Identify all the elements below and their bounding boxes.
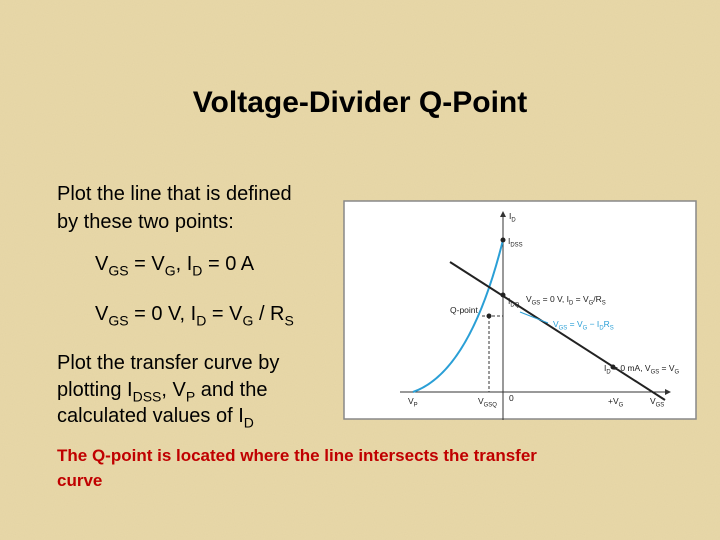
text-run: /R — [593, 294, 602, 304]
text-run: = V — [573, 294, 589, 304]
subscript: GSQ — [484, 402, 498, 408]
subscript: G — [589, 300, 594, 306]
diagram-label: ID = 0 mA, VGS = VG — [604, 363, 680, 375]
subscript: DSS — [510, 242, 522, 248]
subscript: S — [285, 313, 294, 329]
text-run: Plot the transfer curve by — [57, 352, 279, 374]
subscript: DQ — [510, 302, 519, 308]
subscript: D — [599, 325, 603, 331]
text-run: I — [508, 296, 510, 306]
text-run: V — [478, 396, 484, 406]
subscript: G — [165, 263, 176, 279]
text-run: V — [526, 294, 532, 304]
load-line — [449, 261, 666, 401]
text-run: = 0 mA, V — [611, 363, 651, 373]
leader — [519, 311, 549, 324]
body-text: plotting IDSS, VP and the — [57, 379, 268, 405]
text-run: calculated values of I — [57, 405, 244, 427]
text-run: = 0 A — [202, 253, 254, 275]
text-run: = V — [129, 253, 166, 275]
text-run: Plot the line that is defined — [57, 183, 292, 205]
diagram-label: IDQ — [508, 296, 520, 308]
text-run: I — [509, 211, 511, 221]
vg-rs-point — [500, 292, 506, 298]
text-run: +V — [608, 396, 619, 406]
diagram-label: 0 — [509, 393, 514, 403]
text-run: I — [508, 236, 510, 246]
note-text: The Q-point is located where the line in… — [57, 446, 537, 465]
text-run: I — [604, 363, 606, 373]
subscript: D — [196, 313, 206, 329]
subscript: GS — [532, 300, 541, 306]
subscript: G — [619, 402, 624, 408]
subscript: GS — [559, 325, 568, 331]
text-run: V — [650, 396, 656, 406]
subscript: GS — [651, 369, 660, 375]
diagram — [343, 200, 697, 420]
text-run: V — [553, 319, 559, 329]
body-text: by these two points: — [57, 211, 234, 233]
diagram-label: VP — [408, 396, 418, 408]
subscript: GS — [656, 402, 665, 408]
text-run: by these two points: — [57, 211, 234, 233]
text-run: = V — [659, 363, 675, 373]
text-run: V — [408, 396, 414, 406]
text-run: curve — [57, 471, 102, 490]
body-text: Plot the line that is defined — [57, 183, 292, 205]
subscript: S — [610, 325, 614, 331]
idss-point — [500, 237, 506, 243]
subscript: G — [243, 313, 254, 329]
text-run: V — [95, 303, 109, 325]
text-run: , I — [176, 253, 193, 275]
diagram-label: +VG — [608, 396, 624, 408]
text-run: = 0 V, I — [129, 303, 197, 325]
subscript: GS — [108, 263, 128, 279]
subscript: G — [583, 325, 588, 331]
text-run: = V — [567, 319, 583, 329]
subscript: S — [602, 300, 606, 306]
text-run: = 0 V, I — [540, 294, 569, 304]
text-run: − I — [587, 319, 599, 329]
diagram-label: Q-point — [450, 305, 479, 315]
body-text: VGS = VG, ID = 0 A — [95, 253, 255, 279]
slide-title: Voltage-Divider Q-Point — [193, 86, 527, 119]
body-text: calculated values of ID — [57, 405, 254, 431]
diagram-label: VGS — [650, 396, 664, 408]
subscript: P — [414, 402, 418, 408]
text-run: and the — [195, 379, 267, 401]
diagram-label: VGS = VG − IDRS — [553, 319, 614, 331]
subscript: D — [606, 369, 610, 375]
text-run: R — [604, 319, 610, 329]
diagram-label: VGS = 0 V, ID = VG/RS — [526, 294, 606, 306]
transfer-curve — [412, 239, 504, 393]
subscript: DSS — [133, 389, 162, 405]
subscript: D — [192, 263, 202, 279]
subscript: D — [244, 415, 254, 431]
text-run: Q-point — [450, 305, 479, 315]
text-run: V — [95, 253, 109, 275]
text-run: plotting I — [57, 379, 133, 401]
diagram-label: ID — [509, 211, 516, 223]
note-text: curve — [57, 471, 102, 490]
diagram-label: IDSS — [508, 236, 523, 248]
diagram-label: VGSQ — [478, 396, 497, 408]
subscript: D — [569, 300, 573, 306]
text-run: / R — [253, 303, 284, 325]
q-point — [486, 313, 492, 319]
text-run: The Q-point is located where the line in… — [57, 446, 537, 465]
text-run: 0 — [509, 393, 514, 403]
vg-point — [610, 364, 616, 370]
body-text: VGS = 0 V, ID = VG / RS — [95, 303, 294, 329]
subscript: G — [675, 369, 680, 375]
text-run: = V — [206, 303, 243, 325]
subscript: D — [511, 217, 515, 223]
body-text: Plot the transfer curve by — [57, 352, 279, 374]
subscript: P — [186, 389, 195, 405]
subscript: GS — [108, 313, 128, 329]
text-run: , V — [161, 379, 186, 401]
